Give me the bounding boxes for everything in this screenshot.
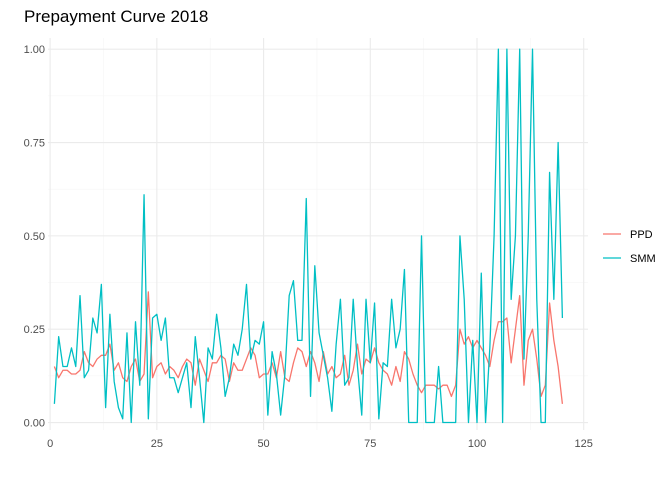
x-tick-label: 0 (47, 438, 53, 450)
x-tick-label: 125 (575, 438, 593, 450)
legend-label-ppd: PPD (630, 229, 653, 241)
y-tick-label: 0.25 (24, 324, 45, 336)
x-tick-label: 100 (468, 438, 486, 450)
legend-label-smm: SMM (630, 253, 656, 265)
chart-title: Prepayment Curve 2018 (24, 7, 208, 26)
y-tick-label: 0.75 (24, 138, 45, 150)
x-axis-tick-labels: 0 25 50 75 100 125 (47, 438, 593, 450)
legend: PPD SMM (603, 229, 656, 265)
y-tick-label: 0.00 (24, 418, 45, 430)
y-tick-label: 0.50 (24, 231, 45, 243)
series-line-smm (53, 48, 564, 424)
y-tick-label: 1.00 (24, 44, 45, 56)
x-tick-label: 75 (364, 438, 376, 450)
x-tick-label: 50 (257, 438, 269, 450)
y-axis-tick-labels: 0.00 0.25 0.50 0.75 1.00 (24, 44, 45, 429)
grid-lines (48, 38, 588, 430)
x-tick-label: 25 (151, 438, 163, 450)
series-layer (53, 48, 564, 424)
